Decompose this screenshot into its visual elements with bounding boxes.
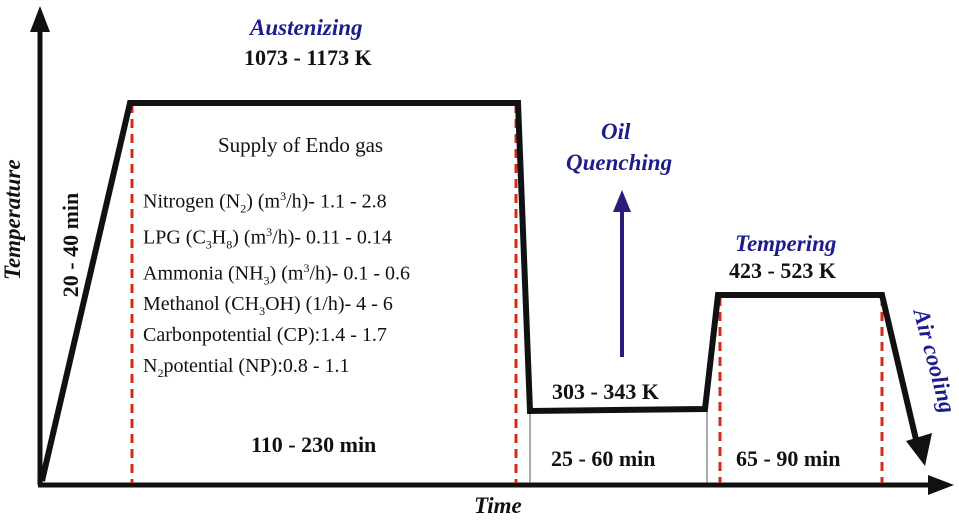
temperature-profile: [39, 100, 921, 482]
quench-duration: 25 - 60 min: [551, 446, 656, 471]
gas-row-lpg: LPG (C3H8) (m3/h)- 0.11 - 0.14: [143, 225, 392, 252]
x-axis-arrowhead: [928, 475, 954, 495]
tempering-title: Tempering: [735, 231, 837, 256]
y-axis-arrowhead: [30, 6, 50, 32]
austenizing-temperature: 1073 - 1173 K: [244, 45, 372, 70]
tempering-duration: 65 - 90 min: [736, 446, 841, 471]
quench-title-line1: Oil: [601, 119, 631, 144]
gas-row-ammonia: Ammonia (NH3) (m3/h)- 0.1 - 0.6: [143, 261, 410, 288]
quench-temperature: 303 - 343 K: [552, 379, 659, 404]
y-axis-label: Temperature: [0, 159, 25, 280]
axes: [30, 6, 954, 495]
gas-row-methanol: Methanol (CH3OH) (1/h)- 4 - 6: [143, 293, 393, 318]
air-cooling-arrowhead: [906, 433, 932, 466]
tempering-temperature: 423 - 523 K: [729, 258, 836, 283]
gas-supply-heading: Supply of Endo gas: [218, 133, 384, 157]
x-axis-label: Time: [474, 493, 522, 518]
austenizing-title: Austenizing: [250, 15, 363, 40]
stage-guides: [130, 104, 884, 483]
austenizing-duration: 110 - 230 min: [251, 432, 377, 457]
gas-row-nitrogen-potential: N2potential (NP):0.8 - 1.1: [143, 355, 350, 380]
quench-title-line2: Quenching: [566, 150, 673, 175]
gas-row-carbon-potential: Carbonpotential (CP):1.4 - 1.7: [143, 324, 387, 346]
quench-arrowhead: [613, 190, 631, 212]
gas-row-nitrogen: Nitrogen (N2) (m3/h)- 1.1 - 2.8: [143, 189, 387, 216]
heating-duration: 20 - 40 min: [58, 192, 83, 298]
